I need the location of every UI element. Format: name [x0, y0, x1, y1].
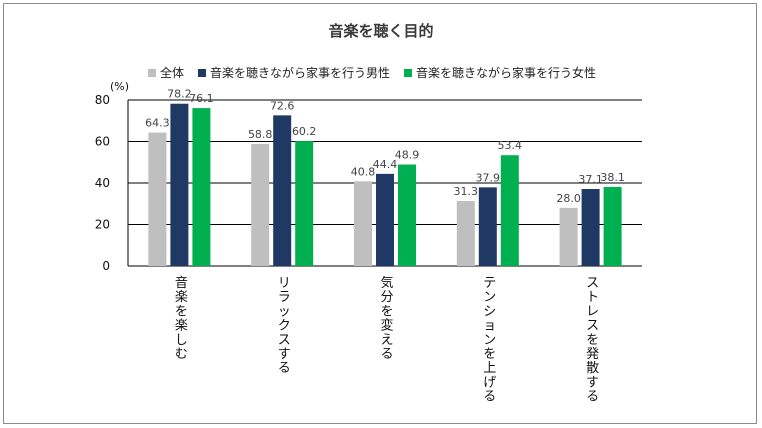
y-tick-label: 60 — [95, 135, 110, 149]
bar-4-2 — [603, 186, 622, 266]
data-label: 72.6 — [270, 99, 295, 112]
category-label-char: ン — [483, 290, 496, 305]
category-label-char: ト — [586, 290, 599, 305]
data-label: 31.3 — [454, 185, 479, 198]
category-label-char: レ — [586, 304, 599, 319]
category-label-char: る — [586, 390, 599, 405]
category-label-char: る — [483, 390, 496, 405]
bar-4-1 — [581, 189, 600, 266]
category-label-char: を — [483, 347, 496, 362]
category-label-char: 散 — [586, 361, 599, 376]
category-label-char: ス — [586, 319, 599, 334]
y-tick-label: 80 — [95, 93, 110, 107]
data-label: 44.4 — [373, 158, 398, 171]
y-tick-label: 40 — [95, 176, 110, 190]
legend-item-female: 音楽を聴きながら家事を行う女性 — [404, 64, 596, 81]
data-label: 76.1 — [189, 92, 214, 105]
category-label-char: し — [175, 333, 188, 348]
category-label-char: 上 — [483, 361, 496, 376]
category-label-char: 気 — [380, 275, 393, 291]
bar-1-0 — [251, 143, 270, 266]
legend-item-male: 音楽を聴きながら家事を行う男性 — [198, 64, 390, 81]
legend-label-all: 全体 — [160, 66, 185, 80]
category-label-char: ス — [278, 333, 291, 348]
category-label-char: ン — [483, 333, 496, 348]
bar-1-1 — [273, 115, 292, 266]
category-label-char: 音 — [175, 275, 188, 291]
data-label: 37.9 — [476, 171, 501, 184]
category-label-char: を — [586, 333, 599, 348]
y-tick-label: 0 — [102, 259, 110, 273]
category-label-char: る — [380, 347, 393, 362]
bar-3-1 — [478, 187, 497, 266]
category-label-char: 発 — [586, 347, 599, 362]
data-label: 60.2 — [292, 125, 317, 138]
bar-4-0 — [559, 207, 578, 266]
category-label-char: ク — [278, 319, 291, 334]
category-label-char: る — [278, 361, 291, 376]
legend-label-female: 音楽を聴きながら家事を行う女性 — [416, 66, 597, 80]
category-label-char: 楽 — [175, 318, 188, 334]
data-label: 53.4 — [498, 139, 523, 152]
bar-1-2 — [295, 141, 314, 266]
bar-3-2 — [500, 155, 519, 266]
bar-2-0 — [354, 181, 372, 266]
chart-title: 音楽を聴く目的 — [328, 22, 434, 40]
legend-swatch-all — [148, 68, 156, 77]
bar-2-2 — [398, 164, 416, 266]
category-label-char: む — [175, 347, 188, 362]
data-label: 40.8 — [351, 165, 376, 178]
legend-label-male: 音楽を聴きながら家事を行う男性 — [210, 66, 391, 80]
bar-3-0 — [456, 201, 475, 266]
category-label-char: ス — [586, 276, 599, 291]
category-label-char: げ — [483, 375, 496, 390]
bar-0-1 — [170, 103, 189, 266]
category-label-char: リ — [278, 276, 291, 291]
data-label: 48.9 — [395, 149, 420, 162]
category-label-char: ラ — [278, 290, 291, 305]
data-label: 58.8 — [248, 128, 273, 141]
y-tick-label: 20 — [95, 218, 110, 232]
category-label-char: ョ — [483, 319, 496, 334]
data-label: 64.3 — [145, 117, 170, 130]
category-label-char: 分 — [380, 290, 393, 305]
y-unit-label: (%) — [110, 80, 129, 93]
category-label-char: テ — [483, 276, 496, 291]
legend-item-all: 全体 — [148, 64, 184, 81]
legend-swatch-female — [404, 68, 413, 77]
data-label: 38.1 — [600, 171, 625, 184]
bar-2-1 — [376, 173, 394, 266]
data-label: 28.0 — [556, 192, 581, 205]
category-label-char: ッ — [278, 304, 291, 319]
bar-0-0 — [148, 132, 167, 266]
category-label-char: え — [380, 333, 393, 348]
data-label: 78.2 — [167, 88, 192, 101]
data-label: 37.1 — [578, 173, 603, 186]
category-label-char: を — [175, 304, 188, 319]
category-label-char: 楽 — [175, 289, 188, 305]
category-label-char: す — [278, 347, 291, 362]
category-label-char: を — [380, 304, 393, 319]
bar-0-2 — [192, 108, 211, 266]
category-label-char: す — [586, 375, 599, 390]
legend-swatch-male — [198, 68, 207, 77]
category-label-char: シ — [483, 304, 496, 319]
category-label-char: 変 — [380, 318, 393, 334]
legend: 全体 音楽を聴きながら家事を行う男性 音楽を聴きながら家事を行う女性 — [148, 64, 596, 81]
